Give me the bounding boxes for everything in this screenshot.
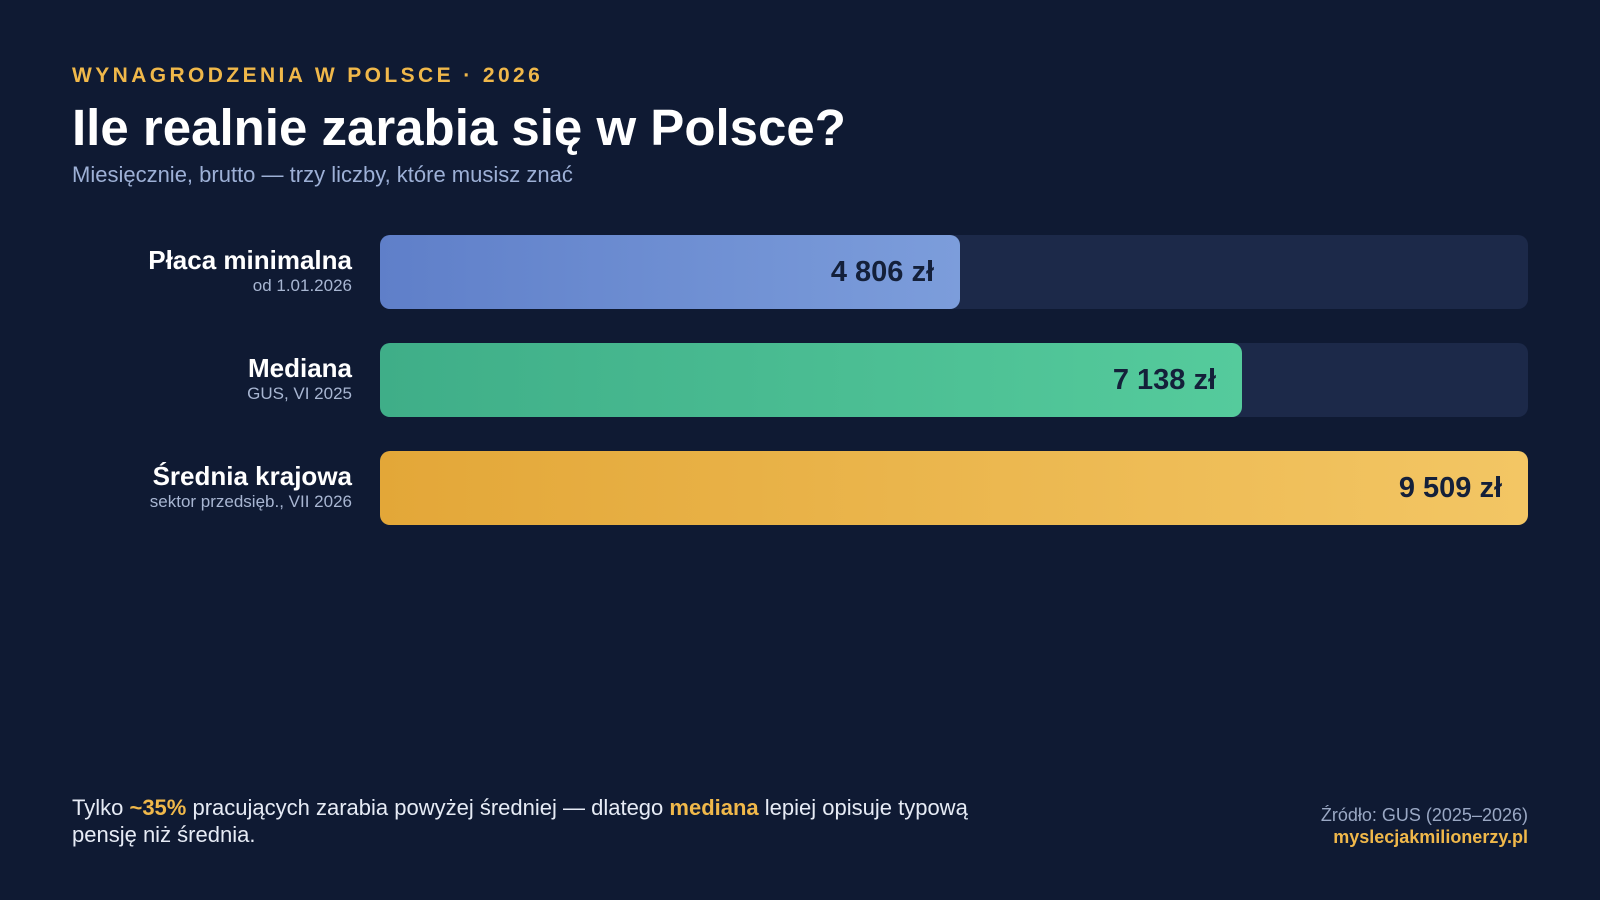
eyebrow-label: WYNAGRODZENIA W POLSCE · 2026 [72,64,544,87]
bar-category-name: Średnia krajowa [152,461,352,491]
footnote-suffix: lepiej opisuje typową pensję niż średnia… [72,795,968,847]
bar-category-label: Mediana GUS, VI 2025 [247,353,352,405]
bar-row: Płaca minimalna od 1.01.2026 4 806 zł [0,235,1600,309]
bar-track: 7 138 zł [380,343,1528,417]
bar-row: Średnia krajowa sektor przedsięb., VII 20… [0,451,1600,525]
footnote: Tylko ~35% pracujących zarabia powyżej ś… [72,794,992,848]
bar-category-note: od 1.01.2026 [252,276,352,295]
bar-category-note: sektor przedsięb., VII 2026 [149,492,352,511]
bar: 9 509 zł [380,451,1528,525]
salary-bar-chart: Płaca minimalna od 1.01.2026 4 806 zł Media… [0,235,1600,525]
footnote-prefix: Tylko [72,795,130,820]
footnote-percentage: ~35% [129,795,187,820]
bar-track: 9 509 zł [380,451,1528,525]
bar-row: Mediana GUS, VI 2025 7 138 zł [0,343,1600,417]
bar: 7 138 zł [380,343,1242,417]
bar: 4 806 zł [380,235,960,309]
bar-category-name: Mediana [247,353,352,383]
footnote-middle: pracujących zarabia powyżej średniej — d… [186,795,670,820]
bar-track: 4 806 zł [380,235,1528,309]
bar-category-name: Płaca minimalna [148,245,352,275]
source-block: Źródło: GUS (2025–2026) myslecjakmilione… [1321,804,1528,848]
bar-category-label: Płaca minimalna od 1.01.2026 [148,245,352,297]
source-website: myslecjakmilionerzy.pl [1333,827,1528,847]
footnote-median-highlight: mediana [669,795,759,820]
source-text: Źródło: GUS (2025–2026) [1320,805,1528,825]
bar-value-label: 9 509 zł [1398,472,1502,504]
bar-value-label: 4 806 zł [830,256,934,288]
bar-category-label: Średnia krajowa sektor przedsięb., VII 20… [150,461,352,513]
page-subtitle: Miesięcznie, brutto — trzy liczby, które… [72,162,573,187]
bar-category-note: GUS, VI 2025 [247,384,352,403]
bar-value-label: 7 138 zł [1112,364,1216,396]
page-title: Ile realnie zarabia się w Polsce? [72,99,846,156]
